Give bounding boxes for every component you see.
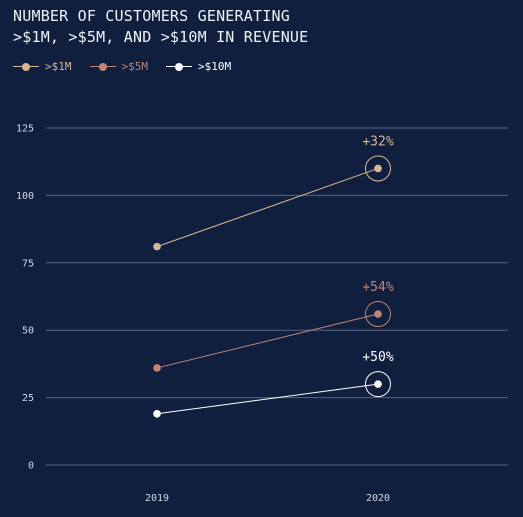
x-tick-label-2019: 2019 [145, 493, 169, 504]
data-point-2-0 [153, 409, 161, 418]
chart-title: NUMBER OF CUSTOMERS GENERATING [13, 7, 290, 25]
legend-label-5m: >$5M [121, 60, 149, 73]
legend-swatch-5m [89, 62, 116, 72]
y-tick-label-100: 100 [16, 191, 34, 202]
data-point-2-1 [374, 380, 382, 388]
x-tick-label-2020: 2020 [366, 493, 390, 504]
series-line-1 [156, 313, 379, 369]
growth-annotation-0: +32% [362, 134, 393, 149]
series-line-0 [156, 167, 379, 248]
y-tick-label-125: 125 [16, 124, 34, 135]
legend-item-10m: >$10M [166, 60, 231, 73]
y-tick-label-25: 25 [22, 393, 34, 404]
chart-title-block: NUMBER OF CUSTOMERS GENERATING >$1M, >$5… [13, 6, 308, 48]
data-point-1-0 [153, 364, 161, 372]
y-tick-label-0: 0 [28, 461, 34, 472]
data-point-0-1 [374, 164, 382, 173]
legend-swatch-10m [166, 62, 192, 72]
legend-label-1m: >$1M [45, 60, 72, 73]
highlight-ring-0 [365, 155, 391, 182]
chart-subtitle: >$1M, >$5M, AND >$10M IN REVENUE [13, 28, 309, 46]
legend-label-10m: >$10M [198, 60, 232, 73]
growth-annotation-1: +54% [362, 280, 393, 295]
data-point-0-0 [153, 242, 161, 251]
legend-item-1m: >$1M [13, 60, 72, 73]
highlight-ring-1 [365, 301, 391, 328]
growth-annotation-2: +50% [362, 350, 393, 365]
data-point-1-1 [374, 310, 382, 318]
y-tick-label-50: 50 [22, 326, 34, 337]
legend: >$1M >$5M >$10M [13, 60, 231, 73]
highlight-ring-2 [365, 371, 391, 398]
legend-swatch-1m [13, 62, 39, 72]
legend-item-5m: >$5M [89, 60, 149, 73]
y-tick-label-75: 75 [22, 258, 34, 269]
series-line-2 [156, 383, 379, 415]
